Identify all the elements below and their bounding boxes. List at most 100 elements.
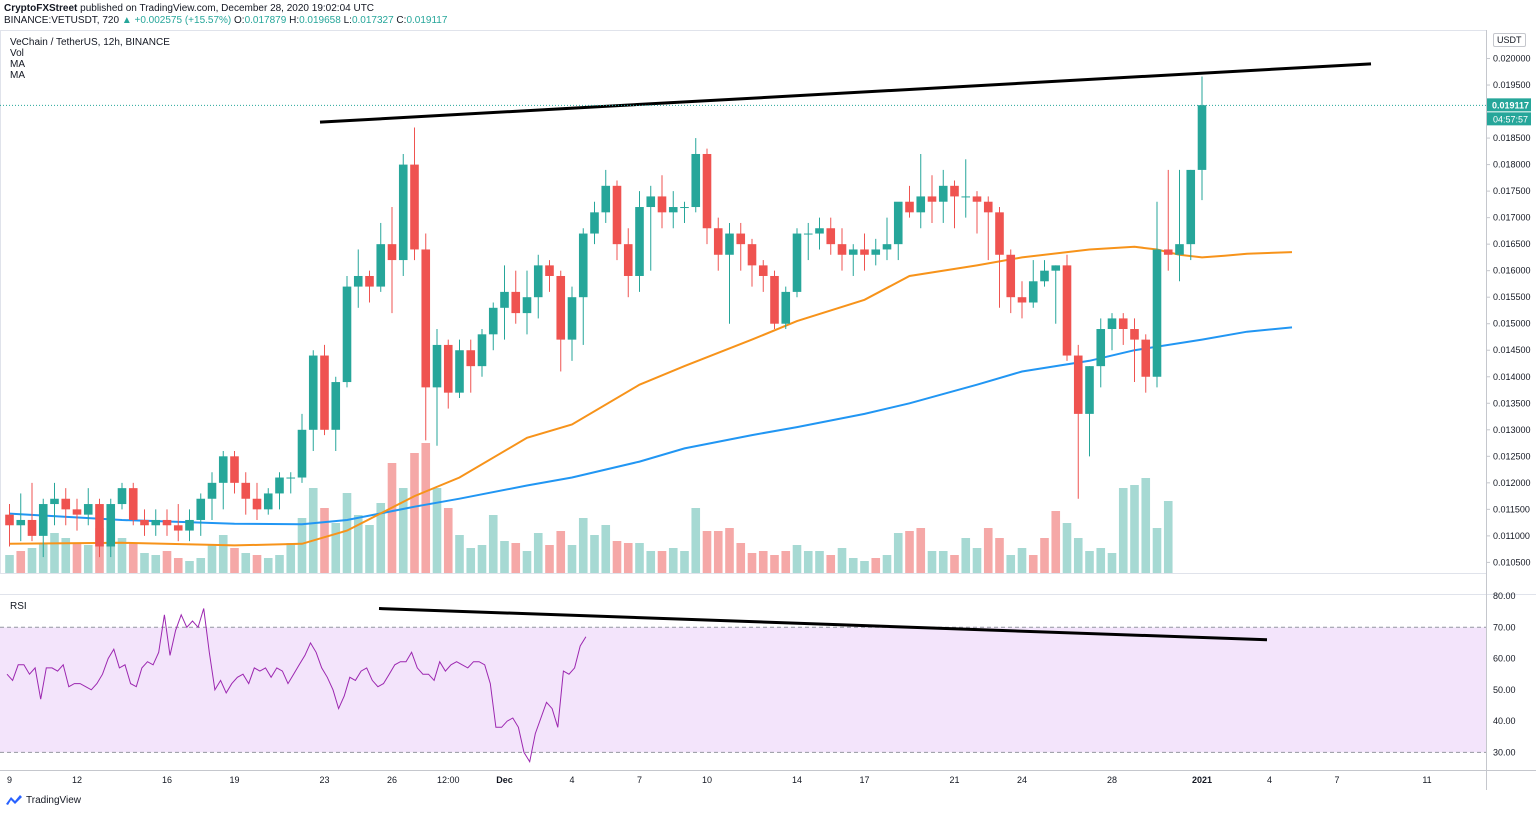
volume-bar bbox=[1096, 548, 1106, 573]
time-tick-label: 12:00 bbox=[437, 775, 460, 785]
legend-rsi[interactable]: RSI bbox=[10, 601, 27, 612]
candle-body bbox=[657, 196, 667, 213]
brand-name: TradingView bbox=[26, 794, 82, 806]
volume-bar bbox=[1028, 555, 1038, 573]
price-tick-label: 0.012000 bbox=[1493, 478, 1531, 488]
candle-body bbox=[781, 291, 791, 324]
volume-bar bbox=[848, 558, 858, 573]
candle-body bbox=[635, 207, 644, 276]
candle-body bbox=[342, 286, 352, 383]
volume-bar bbox=[252, 555, 262, 573]
volume-bar bbox=[50, 533, 59, 573]
candle-body bbox=[893, 201, 903, 245]
time-tick-label: 19 bbox=[229, 775, 239, 785]
volume-bar bbox=[927, 551, 937, 573]
candle-body bbox=[511, 291, 521, 314]
volume-bar bbox=[905, 531, 914, 573]
price-tick-label: 0.014000 bbox=[1493, 372, 1531, 382]
currency-label[interactable]: USDT bbox=[1493, 33, 1526, 47]
price-tick-label: 0.014500 bbox=[1493, 345, 1531, 355]
candle-body bbox=[263, 493, 273, 510]
volume-bar bbox=[736, 543, 746, 573]
candle-body bbox=[1186, 169, 1196, 245]
candle-body bbox=[365, 275, 374, 287]
change-value: ▲ +0.002575 (+15.57%) bbox=[121, 15, 232, 26]
open-value: 0.017879 bbox=[244, 15, 287, 26]
candle-body bbox=[1028, 281, 1038, 303]
legend-ma-2[interactable]: MA bbox=[10, 70, 25, 81]
tradingview-logo[interactable]: TradingView bbox=[6, 794, 81, 806]
volume-bar bbox=[781, 551, 791, 573]
volume-bar bbox=[488, 515, 498, 573]
volume-bar bbox=[983, 528, 993, 573]
candle-body bbox=[927, 196, 937, 202]
volume-bar bbox=[702, 531, 712, 573]
candle-body bbox=[545, 265, 554, 276]
candle-body bbox=[477, 334, 487, 367]
candle-body bbox=[713, 228, 723, 255]
volume-bar bbox=[140, 553, 149, 573]
volume-bar bbox=[612, 541, 622, 573]
price-tick-label: 0.018000 bbox=[1493, 160, 1531, 170]
candle-body bbox=[151, 519, 161, 526]
volume-bar bbox=[1163, 501, 1173, 573]
volume-bar bbox=[657, 551, 667, 573]
candle-body bbox=[668, 207, 678, 213]
volume-bar bbox=[668, 548, 678, 573]
candle-body bbox=[376, 244, 386, 287]
time-tick-label: 12 bbox=[72, 775, 82, 785]
candle-body bbox=[1073, 355, 1083, 414]
candle-body bbox=[623, 244, 633, 276]
volume-bar bbox=[27, 548, 37, 573]
volume-bar bbox=[308, 488, 318, 573]
legend-ma-1[interactable]: MA bbox=[10, 59, 25, 70]
volume-bar bbox=[860, 561, 869, 573]
volume-bar bbox=[725, 528, 734, 573]
volume-bar bbox=[477, 545, 487, 573]
last-price-box bbox=[1487, 98, 1531, 112]
legend-title[interactable]: VeChain / TetherUS, 12h, BINANCE bbox=[10, 37, 170, 48]
symbol-interval: BINANCE:VETUSDT, 720 bbox=[4, 15, 120, 26]
candle-body bbox=[286, 477, 296, 479]
rsi-tick-label: 60.00 bbox=[1493, 654, 1516, 664]
volume-bar bbox=[128, 543, 138, 573]
ma-200-line bbox=[9, 326, 1293, 526]
legend-vol[interactable]: Vol bbox=[10, 48, 24, 59]
volume-bar bbox=[196, 558, 206, 573]
volume-bar bbox=[83, 545, 93, 573]
volume-bar bbox=[263, 558, 273, 573]
volume-bar bbox=[882, 555, 892, 573]
rsi-tick-label: 50.00 bbox=[1493, 685, 1516, 695]
candle-body bbox=[1118, 318, 1128, 330]
volume-bar bbox=[421, 443, 431, 573]
volume-bar bbox=[1085, 551, 1094, 573]
candle-body bbox=[421, 249, 431, 388]
candle-body bbox=[950, 185, 959, 197]
candle-body bbox=[938, 185, 948, 202]
volume-bar bbox=[1130, 485, 1139, 573]
volume-bar bbox=[117, 538, 127, 573]
candle-body bbox=[331, 382, 341, 430]
candle-body bbox=[185, 519, 194, 531]
candle-body bbox=[725, 233, 734, 255]
candle-body bbox=[691, 153, 701, 208]
ohlc-line: BINANCE:VETUSDT, 720 ▲ +0.002575 (+15.57… bbox=[4, 15, 448, 26]
volume-bar bbox=[207, 545, 217, 573]
volume-bar bbox=[1107, 553, 1117, 573]
candle-body bbox=[488, 307, 498, 335]
volume-bar bbox=[241, 553, 251, 573]
publisher-name[interactable]: CryptoFXStreet bbox=[4, 3, 78, 14]
volume-bar bbox=[691, 508, 701, 573]
candle-body bbox=[398, 164, 408, 261]
candle-body bbox=[826, 228, 836, 245]
volume-bar bbox=[16, 551, 26, 573]
candle-body bbox=[218, 456, 228, 483]
volume-bar bbox=[713, 531, 723, 573]
volume-bar bbox=[680, 551, 689, 573]
volume-bar bbox=[770, 555, 779, 573]
volume-bar bbox=[871, 558, 881, 573]
candle-body bbox=[443, 344, 453, 393]
rsi-tick-label: 70.00 bbox=[1493, 622, 1516, 632]
volume-bar bbox=[950, 555, 959, 573]
time-tick-label: 14 bbox=[792, 775, 802, 785]
